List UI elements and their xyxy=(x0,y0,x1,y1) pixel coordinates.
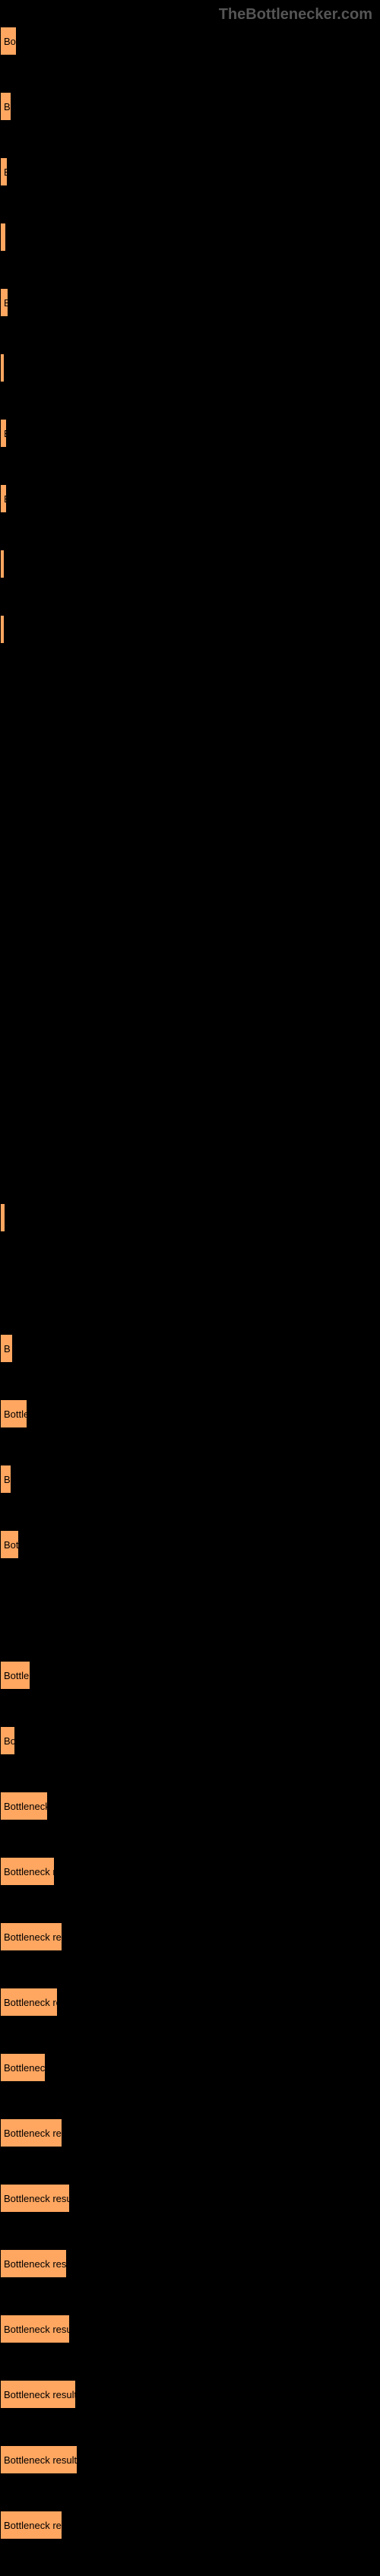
bar-row xyxy=(0,223,380,270)
bar: Bottleneck res xyxy=(0,2118,62,2147)
bar: Bottleneck result xyxy=(0,2380,76,2409)
bar xyxy=(0,615,5,644)
bar: B xyxy=(0,92,11,121)
bar-row: Bottle xyxy=(0,1399,380,1446)
bar-row: B xyxy=(0,92,380,139)
bar-chart: Bo B B B B B B Bottle B Bot Bottler Bo Bottleneck Bot… xyxy=(0,27,380,2576)
bar-label: B xyxy=(4,428,7,439)
bar-row: B xyxy=(0,157,380,204)
bar-label: B xyxy=(4,101,11,112)
bar-label: Bottleneck res xyxy=(4,2128,62,2139)
bar-row: B xyxy=(0,419,380,466)
bar-row xyxy=(0,1138,380,1185)
bar-row xyxy=(0,1007,380,1054)
bar-row xyxy=(0,680,380,727)
bar: B xyxy=(0,484,7,513)
bar: B xyxy=(0,1465,11,1494)
bar: B xyxy=(0,157,8,186)
bar-row: Bottleneck resul xyxy=(0,2184,380,2231)
bar-row xyxy=(0,1269,380,1316)
bar: Bo xyxy=(0,27,17,55)
bar-row: B xyxy=(0,484,380,531)
bar: B xyxy=(0,419,7,448)
bar-label: Bottler xyxy=(4,1670,30,1681)
bar-row xyxy=(0,746,380,793)
bar-label: Bottlenecl xyxy=(4,2062,46,2074)
bar-label: Bo xyxy=(4,1735,15,1747)
bar-row xyxy=(0,1073,380,1120)
bar-label: Bottleneck res xyxy=(4,2520,62,2531)
bar: B xyxy=(0,1334,13,1363)
bar: Bottlenecl xyxy=(0,2053,46,2082)
bar-row: Bottleneck res xyxy=(0,2511,380,2558)
bar-row: Bottleneck resul xyxy=(0,2315,380,2362)
bar-row: Bo xyxy=(0,27,380,74)
bar-label: Bottleneck resul xyxy=(4,2193,70,2204)
bar-row xyxy=(0,615,380,662)
bar-row: Bottleneck r xyxy=(0,1857,380,1904)
bar-row: Bottleneck result xyxy=(0,2380,380,2427)
bar: B xyxy=(0,288,8,317)
bar: Bottler xyxy=(0,1661,30,1690)
bar-row: B xyxy=(0,288,380,335)
bar-row xyxy=(0,1595,380,1643)
bar-label: Bottleneck xyxy=(4,1801,48,1812)
bar-row: Bottleneck resu xyxy=(0,2249,380,2296)
bar xyxy=(0,1203,5,1232)
bar-label: B xyxy=(4,166,8,178)
bar: Bottle xyxy=(0,1399,27,1428)
watermark-text: TheBottlenecker.com xyxy=(219,6,372,24)
bar-label: Bottle xyxy=(4,1408,27,1420)
bar: Bo xyxy=(0,1726,15,1755)
bar: Bottleneck res xyxy=(0,1922,62,1951)
bar: Bot xyxy=(0,1530,19,1559)
bar-row xyxy=(0,942,380,989)
bar-label: Bottleneck result xyxy=(4,2454,77,2466)
bar: Bottleneck res xyxy=(0,2511,62,2540)
bar-row: Bottleneck result xyxy=(0,2445,380,2492)
bar: Bottleneck re xyxy=(0,1988,58,2017)
bar-label: B xyxy=(4,1343,11,1355)
bar-row: Bot xyxy=(0,1530,380,1577)
bar-row: Bottleneck res xyxy=(0,2118,380,2166)
bar: Bottleneck resu xyxy=(0,2249,67,2278)
bar-row: Bottlenecl xyxy=(0,2053,380,2100)
bar-label: Bottleneck result xyxy=(4,2389,76,2400)
bar-row: B xyxy=(0,1334,380,1381)
bar-label: B xyxy=(4,493,7,505)
bar-row xyxy=(0,876,380,924)
bar-label: Bottleneck r xyxy=(4,1866,55,1877)
bar-label: Bottleneck resul xyxy=(4,2324,70,2335)
bar-row xyxy=(0,1203,380,1250)
bar: Bottleneck resul xyxy=(0,2184,70,2213)
bar-row: Bo xyxy=(0,1726,380,1773)
bar-row: Bottleneck res xyxy=(0,1922,380,1969)
bar-label: Bo xyxy=(4,36,16,47)
bar-label: B xyxy=(4,1474,11,1485)
bar-label: Bottleneck resu xyxy=(4,2258,67,2270)
bar: Bottleneck result xyxy=(0,2445,78,2474)
bar-row: B xyxy=(0,1465,380,1512)
bar: Bottleneck xyxy=(0,1792,48,1820)
bar: Bottleneck resul xyxy=(0,2315,70,2343)
bar-label: Bot xyxy=(4,1539,19,1551)
bar-label: Bottleneck re xyxy=(4,1997,58,2008)
bar xyxy=(0,550,5,578)
bar-row xyxy=(0,550,380,597)
bar-row: Bottleneck re xyxy=(0,1988,380,2035)
bar xyxy=(0,223,6,252)
bar: Bottleneck r xyxy=(0,1857,55,1886)
bar-row: Bottleneck xyxy=(0,1792,380,1839)
bar xyxy=(0,353,5,382)
bar-row xyxy=(0,353,380,401)
bar-label: B xyxy=(4,297,8,309)
bar-row xyxy=(0,811,380,858)
bar-row: Bottler xyxy=(0,1661,380,1708)
bar-label: Bottleneck res xyxy=(4,1931,62,1943)
